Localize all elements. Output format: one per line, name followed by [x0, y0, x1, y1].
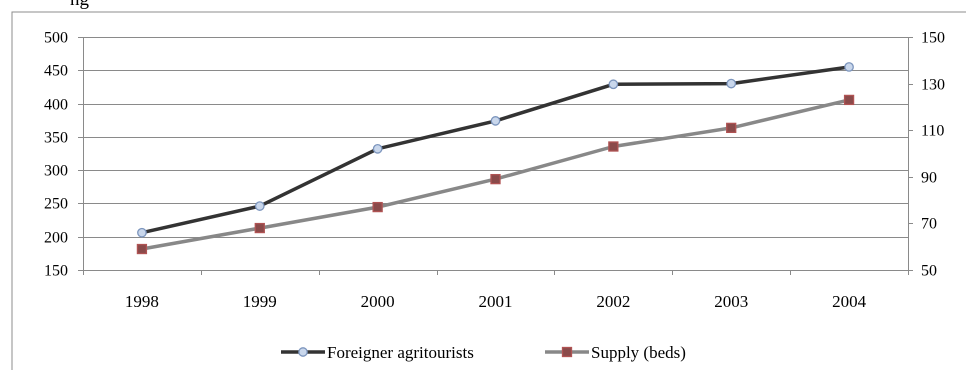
chart-border — [11, 11, 966, 370]
data-point-circle — [254, 201, 265, 211]
data-point-circle — [726, 78, 737, 89]
data-point-square — [608, 141, 619, 152]
data-point-square — [372, 201, 383, 213]
outer-border-line — [11, 11, 966, 370]
left-axis-ticks: 150 200 250 300 350 400 450 500 — [44, 30, 83, 280]
series-line-1 — [141, 65, 850, 235]
x-axis-ticks: 1998 1999 2000 2001 2002 2003 2004 — [83, 270, 909, 311]
right-tick-label: 70 — [921, 216, 937, 233]
legend-marker-square — [561, 346, 573, 358]
right-tick-label: 110 — [921, 123, 944, 140]
left-tick-label: 350 — [44, 130, 68, 147]
data-point-circle — [137, 227, 147, 238]
data-point-circle — [608, 79, 619, 90]
right-axis-ticks: 50 70 90 110 130 150 — [908, 30, 945, 280]
legend: Foreigner agritourists Supply (beds) — [281, 343, 686, 362]
legend-label-1: Foreigner agritourists — [327, 343, 474, 362]
right-tick-label: 130 — [921, 77, 945, 94]
x-tick-label: 2002 — [596, 292, 630, 311]
data-point-square — [136, 243, 148, 255]
legend-marker-circle — [298, 347, 308, 357]
left-tick-label: 150 — [44, 263, 68, 280]
data-point-circle — [372, 143, 383, 154]
x-tick-label: 2001 — [479, 292, 513, 311]
right-tick-label: 150 — [921, 30, 945, 47]
left-tick-label: 500 — [44, 30, 68, 47]
series-lines — [136, 62, 855, 255]
data-point-square — [843, 94, 855, 106]
left-tick-label: 250 — [44, 196, 68, 213]
gridlines — [83, 37, 908, 271]
cropped-caption-fragment: ng — [70, 0, 89, 11]
x-tick-label: 2000 — [361, 292, 395, 311]
x-tick-label: 1999 — [243, 292, 277, 311]
data-point-square — [726, 122, 737, 134]
x-tick-label: 1998 — [125, 292, 159, 311]
right-tick-label: 90 — [921, 170, 937, 187]
legend-label-2: Supply (beds) — [591, 343, 686, 362]
data-point-square — [490, 173, 501, 185]
left-tick-label: 400 — [44, 97, 68, 114]
data-point-circle — [844, 62, 854, 72]
left-tick-label: 450 — [44, 63, 68, 80]
left-tick-label: 300 — [44, 163, 68, 180]
x-tick-label: 2003 — [714, 292, 748, 311]
right-tick-label: 50 — [921, 263, 937, 280]
left-tick-label: 200 — [44, 230, 68, 247]
x-tick-label: 2004 — [832, 292, 867, 311]
data-point-square — [254, 222, 265, 234]
axes — [83, 37, 909, 270]
data-point-circle — [490, 116, 501, 126]
